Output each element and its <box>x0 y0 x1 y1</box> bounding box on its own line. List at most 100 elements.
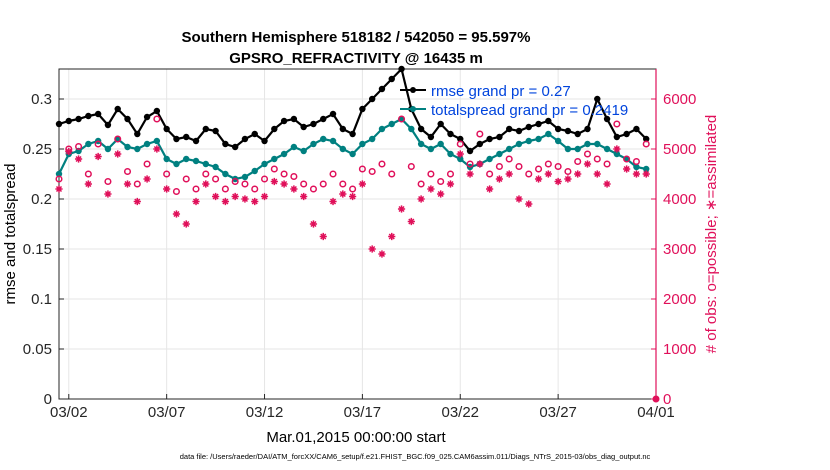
obs-assimilated-marker <box>388 232 396 241</box>
obs-possible-marker <box>417 180 425 188</box>
obs-possible-marker <box>505 155 513 163</box>
data-point <box>457 155 464 163</box>
obs-assimilated-marker <box>623 165 631 173</box>
obs-possible-marker <box>192 185 200 193</box>
data-point <box>310 120 317 128</box>
data-point <box>183 155 190 163</box>
obs-assimilated-marker <box>74 155 83 163</box>
obs-assimilated-marker <box>486 185 494 193</box>
data-point <box>271 125 278 133</box>
data-point <box>417 125 425 133</box>
y-left-tick-label: 0.1 <box>31 291 52 308</box>
data-point <box>476 140 484 148</box>
data-point <box>408 125 415 133</box>
data-point <box>55 170 63 178</box>
obs-assimilated-marker <box>202 180 210 188</box>
data-point <box>574 130 581 138</box>
obs-possible-marker <box>202 170 210 178</box>
y-right-tick-label: 0 <box>663 391 671 408</box>
obs-possible-marker <box>270 165 278 173</box>
data-point <box>417 140 425 148</box>
obs-assimilated-marker <box>290 185 298 193</box>
data-point <box>359 140 366 148</box>
data-point <box>124 143 131 151</box>
data-point <box>359 105 366 113</box>
obs-possible-marker <box>329 170 337 178</box>
data-point <box>457 135 464 143</box>
obs-assimilated-marker <box>583 160 592 168</box>
data-point <box>427 145 435 153</box>
obs-assimilated-marker <box>554 177 562 186</box>
obs-assimilated-marker <box>397 205 406 213</box>
x-tick-label: 03/22 <box>441 404 479 421</box>
legend-label-totalspread: totalspread grand pr = 0.2419 <box>431 102 628 119</box>
obs-assimilated-marker <box>515 195 523 203</box>
data-point <box>368 135 376 143</box>
obs-assimilated-marker <box>427 185 435 193</box>
data-point <box>613 150 621 158</box>
obs-assimilated-marker <box>55 185 63 193</box>
data-point <box>104 121 112 129</box>
data-point <box>554 125 562 133</box>
obs-possible-marker <box>309 185 318 193</box>
data-point <box>320 135 327 143</box>
obs-assimilated-marker <box>309 220 318 228</box>
y-axis-left-label: rmse and totalspread <box>2 164 19 305</box>
data-point <box>124 115 131 123</box>
obs-assimilated-marker <box>211 192 220 201</box>
y-left-tick-label: 0.25 <box>23 141 52 158</box>
data-point <box>525 123 532 131</box>
data-point <box>163 155 170 163</box>
legend-marker-totalspread <box>410 106 416 112</box>
data-point <box>447 130 454 138</box>
y-axis-right: 0 1000 2000 3000 4000 5000 6000 <box>651 69 696 408</box>
obs-assimilated-marker <box>172 210 181 218</box>
obs-possible-marker <box>486 170 494 178</box>
obs-possible-marker <box>280 170 288 178</box>
data-point <box>173 160 180 168</box>
x-tick-label: 03/12 <box>246 404 284 421</box>
data-point <box>192 137 200 145</box>
obs-possible-marker <box>476 130 484 138</box>
obs-assimilated-marker <box>153 145 161 153</box>
obs-possible-marker <box>212 175 220 183</box>
data-point <box>496 150 503 158</box>
data-point <box>466 147 474 155</box>
data-point <box>300 123 307 131</box>
obs-assimilated-marker <box>544 170 552 178</box>
obs-possible-marker <box>172 187 180 196</box>
obs-assimilated-marker <box>163 185 171 193</box>
obs-assimilated-marker <box>319 232 327 241</box>
obs-assimilated-marker <box>407 217 415 226</box>
obs-possible-marker <box>358 165 366 173</box>
obs-possible-marker <box>319 180 327 188</box>
obs-possible-marker <box>446 170 455 178</box>
data-point <box>564 127 572 135</box>
obs-possible-marker <box>300 180 308 188</box>
data-point <box>251 130 258 138</box>
data-point <box>192 157 200 165</box>
obs-possible-marker <box>632 157 640 166</box>
data-point <box>437 120 444 128</box>
data-point <box>633 163 640 171</box>
obs-assimilated-marker <box>182 220 190 228</box>
obs-possible-marker <box>593 155 601 163</box>
y-right-tick-label: 5000 <box>663 141 696 158</box>
data-point <box>378 85 386 93</box>
series-obs-possible <box>55 115 650 196</box>
data-point <box>153 137 161 145</box>
data-point <box>320 115 327 123</box>
obs-assimilated-marker <box>505 170 513 178</box>
obs-assimilated-marker <box>368 245 376 253</box>
data-point <box>280 117 288 125</box>
data-point <box>134 130 141 138</box>
obs-possible-marker <box>153 115 161 123</box>
data-point <box>388 75 395 83</box>
data-point <box>310 140 317 148</box>
obs-assimilated-marker <box>603 180 611 188</box>
obs-possible-marker <box>133 180 141 188</box>
obs-assimilated-marker <box>329 197 337 206</box>
obs-assimilated-marker <box>564 175 572 183</box>
obs-possible-marker <box>574 157 582 166</box>
data-point <box>525 137 532 145</box>
